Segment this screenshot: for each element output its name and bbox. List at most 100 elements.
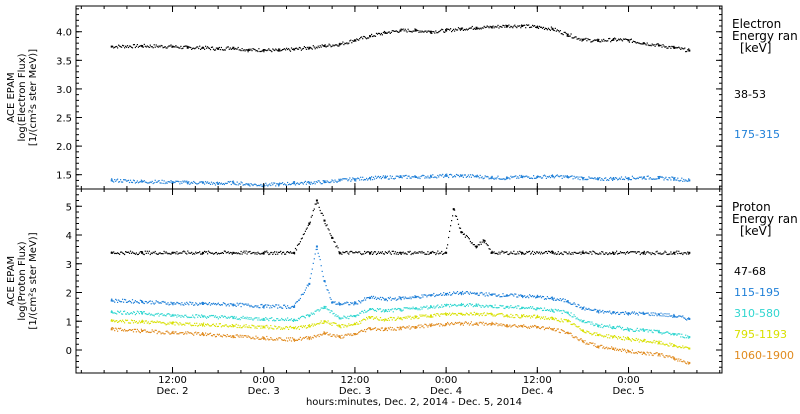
scatter-dot [341, 317, 343, 319]
scatter-dot [605, 325, 607, 327]
scatter-dot [122, 319, 124, 321]
scatter-dot [328, 322, 330, 324]
scatter-dot [688, 317, 690, 319]
scatter-dot [361, 36, 363, 38]
scatter-dot [408, 175, 410, 177]
scatter-dot [266, 50, 268, 52]
scatter-dot [381, 296, 383, 299]
scatter-dot [394, 251, 396, 253]
scatter-dot [185, 45, 187, 47]
scatter-dot [136, 322, 138, 324]
scatter-dot [287, 48, 289, 51]
scatter-dot [569, 332, 571, 334]
scatter-dot [342, 251, 344, 253]
scatter-dot [499, 324, 501, 326]
scatter-dot [180, 45, 182, 47]
scatter-dot [521, 307, 523, 309]
data-point [338, 303, 341, 305]
scatter-dot [450, 314, 452, 316]
scatter-dot [554, 176, 556, 178]
scatter-dot [529, 250, 531, 252]
scatter-dot [397, 327, 399, 329]
scatter-dot [622, 252, 625, 254]
scatter-dot [215, 335, 217, 338]
scatter-dot [201, 323, 203, 325]
scatter-dot [517, 25, 519, 27]
scatter-dot [432, 294, 434, 296]
scatter-dot [619, 336, 622, 338]
scatter-dot [444, 325, 446, 327]
scatter-dot [435, 315, 437, 317]
scatter-dot [255, 252, 257, 254]
data-point [232, 316, 235, 319]
scatter-dot [420, 306, 422, 308]
legend-title: [keV] [740, 224, 771, 238]
data-point [612, 326, 615, 328]
scatter-dot [119, 328, 121, 330]
scatter-dot [308, 316, 310, 318]
scatter-dot [593, 251, 595, 253]
scatter-dot [290, 340, 293, 342]
scatter-dot [312, 45, 314, 47]
scatter-dot [606, 252, 608, 254]
scatter-dot [545, 327, 547, 329]
scatter-dot [424, 177, 426, 179]
scatter-dot [205, 251, 207, 253]
scatter-dot [483, 293, 485, 295]
scatter-dot [147, 301, 149, 304]
scatter-dot [219, 49, 221, 51]
y-axis-label: ACE EPAM [6, 72, 17, 122]
scatter-dot [536, 307, 539, 309]
scatter-dot [653, 339, 655, 342]
scatter-dot [406, 253, 408, 255]
scatter-dot [495, 295, 497, 297]
scatter-dot [535, 297, 537, 299]
scatter-dot [178, 181, 180, 183]
scatter-dot [592, 177, 594, 179]
scatter-dot [232, 305, 234, 307]
scatter-dot [112, 320, 114, 322]
scatter-dot [647, 341, 649, 343]
scatter-dot [301, 338, 303, 340]
scatter-dot [518, 305, 520, 307]
scatter-dot [450, 28, 452, 30]
scatter-dot [479, 321, 481, 323]
data-point [110, 319, 113, 322]
scatter-dot [446, 247, 448, 249]
scatter-dot [158, 321, 160, 323]
scatter-dot [515, 293, 517, 295]
scatter-dot [286, 184, 288, 186]
scatter-dot [203, 316, 205, 318]
scatter-dot [345, 251, 347, 253]
scatter-dot [150, 181, 152, 184]
scatter-dot [413, 30, 415, 32]
scatter-dot [206, 47, 208, 49]
scatter-dot [192, 324, 194, 326]
scatter-dot [620, 252, 623, 254]
scatter-dot [350, 324, 352, 326]
scatter-dot [231, 315, 233, 318]
scatter-dot [543, 329, 546, 331]
scatter-dot [267, 252, 269, 254]
scatter-dot [590, 309, 592, 311]
scatter-dot [665, 343, 667, 345]
scatter-dot [432, 307, 434, 309]
scatter-dot [366, 251, 368, 253]
scatter-dot [658, 45, 660, 47]
scatter-dot [166, 252, 168, 254]
scatter-dot [411, 31, 413, 33]
scatter-dot [663, 179, 665, 181]
scatter-dot [329, 297, 331, 299]
scatter-dot [182, 315, 184, 318]
data-point [536, 315, 539, 318]
scatter-dot [434, 32, 436, 34]
scatter-dot [453, 291, 455, 293]
scatter-dot [114, 179, 116, 181]
data-point [490, 176, 493, 179]
scatter-dot [296, 339, 299, 341]
scatter-dot [272, 320, 274, 322]
scatter-dot [306, 227, 308, 229]
scatter-dot [613, 38, 615, 40]
scatter-dot [279, 337, 281, 339]
scatter-dot [620, 328, 623, 330]
